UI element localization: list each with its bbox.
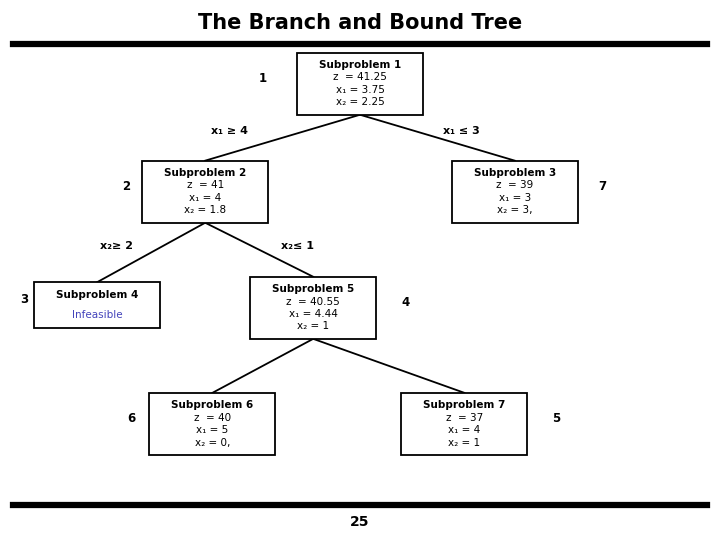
Text: x₁ = 4: x₁ = 4: [189, 193, 221, 203]
Text: z  = 40.55: z = 40.55: [287, 296, 340, 307]
Text: The Branch and Bound Tree: The Branch and Bound Tree: [198, 13, 522, 33]
Text: Subproblem 5: Subproblem 5: [272, 284, 354, 294]
Text: x₁ ≤ 3: x₁ ≤ 3: [443, 126, 480, 136]
Text: 6: 6: [127, 412, 136, 425]
Text: x₂ = 0,: x₂ = 0,: [194, 437, 230, 448]
Text: x₁ = 3.75: x₁ = 3.75: [336, 85, 384, 95]
Text: x₂≥ 2: x₂≥ 2: [100, 241, 133, 251]
Text: z  = 41.25: z = 41.25: [333, 72, 387, 83]
Text: z  = 39: z = 39: [496, 180, 534, 191]
Text: Subproblem 3: Subproblem 3: [474, 168, 556, 178]
FancyBboxPatch shape: [251, 276, 376, 339]
Text: x₂ = 3,: x₂ = 3,: [497, 205, 533, 215]
Text: Subproblem 4: Subproblem 4: [56, 291, 138, 300]
Text: z  = 40: z = 40: [194, 413, 231, 423]
Text: 5: 5: [552, 412, 561, 425]
FancyBboxPatch shape: [452, 160, 577, 222]
Text: z  = 41: z = 41: [186, 180, 224, 191]
Text: Subproblem 1: Subproblem 1: [319, 60, 401, 70]
Text: 2: 2: [122, 180, 130, 193]
FancyBboxPatch shape: [150, 393, 275, 455]
Text: Subproblem 7: Subproblem 7: [423, 400, 505, 410]
FancyBboxPatch shape: [35, 282, 160, 328]
Text: x₁ = 5: x₁ = 5: [197, 425, 228, 435]
Text: 4: 4: [401, 296, 410, 309]
Text: x₂≤ 1: x₂≤ 1: [281, 241, 314, 251]
Text: 3: 3: [19, 293, 28, 306]
Text: z  = 37: z = 37: [446, 413, 483, 423]
FancyBboxPatch shape: [402, 393, 527, 455]
Text: x₁ ≥ 4: x₁ ≥ 4: [212, 126, 248, 136]
Text: x₂ = 1: x₂ = 1: [297, 321, 329, 332]
Text: 1: 1: [258, 72, 267, 85]
Text: x₂ = 1.8: x₂ = 1.8: [184, 205, 226, 215]
Text: x₁ = 4: x₁ = 4: [449, 425, 480, 435]
Text: Subproblem 6: Subproblem 6: [171, 400, 253, 410]
Text: 7: 7: [598, 180, 607, 193]
Text: Subproblem 2: Subproblem 2: [164, 168, 246, 178]
Text: x₁ = 3: x₁ = 3: [499, 193, 531, 203]
Text: x₂ = 2.25: x₂ = 2.25: [336, 97, 384, 107]
FancyBboxPatch shape: [297, 53, 423, 115]
FancyBboxPatch shape: [142, 160, 268, 222]
Text: x₂ = 1: x₂ = 1: [449, 437, 480, 448]
Text: Infeasible: Infeasible: [72, 310, 122, 320]
Text: x₁ = 4.44: x₁ = 4.44: [289, 309, 338, 319]
Text: 25: 25: [350, 515, 370, 529]
